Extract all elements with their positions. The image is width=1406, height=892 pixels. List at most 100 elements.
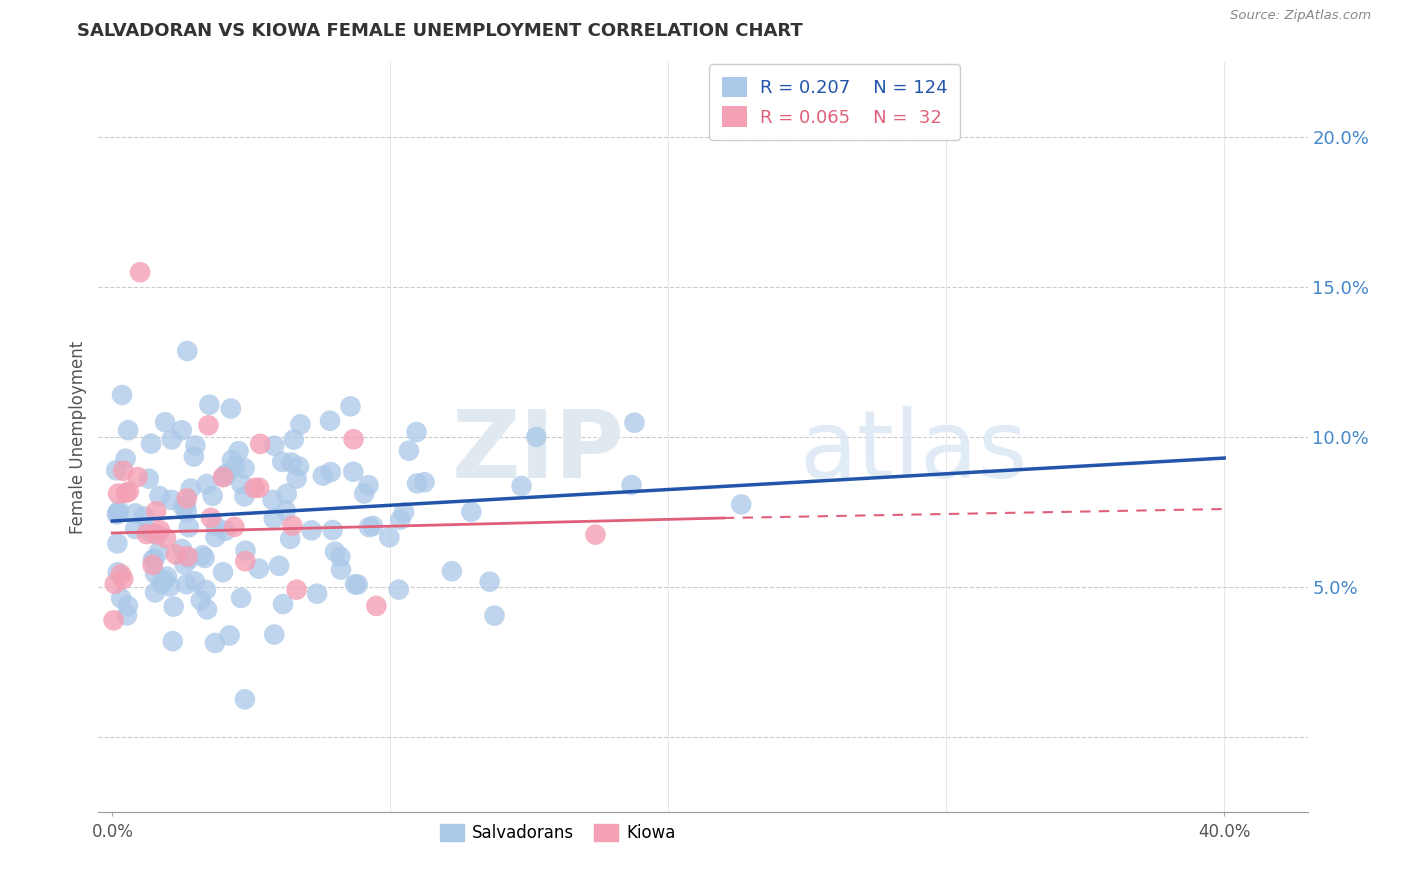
Point — [173, 558, 195, 572]
Point — [413, 475, 436, 490]
Point — [145, 504, 167, 518]
Point — [107, 506, 129, 520]
Point — [524, 430, 547, 444]
Point — [115, 608, 138, 623]
Point — [478, 574, 501, 589]
Point — [440, 564, 463, 578]
Point — [112, 464, 135, 478]
Point — [212, 565, 235, 579]
Legend: Salvadorans, Kiowa: Salvadorans, Kiowa — [434, 817, 682, 848]
Point — [143, 526, 166, 541]
Point — [124, 522, 146, 536]
Point — [143, 585, 166, 599]
Point — [165, 548, 187, 562]
Point — [129, 265, 152, 279]
Point — [153, 415, 176, 429]
Point — [132, 509, 155, 524]
Point — [170, 542, 193, 557]
Point — [322, 523, 344, 537]
Point — [353, 486, 375, 500]
Point — [174, 498, 197, 512]
Point — [197, 418, 219, 433]
Point — [153, 573, 176, 587]
Point — [388, 582, 411, 597]
Point — [249, 437, 271, 451]
Point — [330, 563, 353, 577]
Point — [176, 549, 198, 564]
Point — [342, 432, 364, 446]
Point — [247, 481, 270, 495]
Point — [301, 524, 323, 538]
Point — [215, 467, 238, 481]
Point — [285, 472, 308, 486]
Point — [141, 558, 163, 572]
Point — [105, 463, 128, 477]
Point — [271, 597, 294, 611]
Point — [176, 491, 198, 506]
Point — [389, 513, 412, 527]
Text: atlas: atlas — [800, 406, 1028, 498]
Text: SALVADORAN VS KIOWA FEMALE UNEMPLOYMENT CORRELATION CHART: SALVADORAN VS KIOWA FEMALE UNEMPLOYMENT … — [77, 22, 803, 40]
Point — [160, 492, 183, 507]
Point — [146, 527, 169, 541]
Point — [159, 580, 181, 594]
Point — [201, 489, 224, 503]
Point — [243, 481, 266, 495]
Text: ZIP: ZIP — [451, 406, 624, 498]
Point — [247, 562, 270, 576]
Point — [155, 531, 177, 545]
Point — [228, 444, 250, 458]
Point — [212, 470, 235, 484]
Point — [233, 692, 256, 706]
Text: Source: ZipAtlas.com: Source: ZipAtlas.com — [1230, 9, 1371, 22]
Point — [620, 478, 643, 492]
Point — [135, 527, 157, 541]
Point — [170, 423, 193, 437]
Point — [224, 458, 246, 473]
Point — [288, 459, 311, 474]
Point — [305, 587, 328, 601]
Point — [176, 343, 198, 358]
Point — [194, 550, 217, 565]
Point — [357, 478, 380, 492]
Point — [204, 636, 226, 650]
Point — [281, 518, 304, 533]
Point — [200, 511, 222, 525]
Point — [398, 443, 420, 458]
Point — [392, 505, 415, 519]
Point — [108, 504, 131, 518]
Point — [180, 482, 202, 496]
Point — [184, 438, 207, 452]
Point — [204, 530, 226, 544]
Point — [127, 470, 149, 484]
Point — [323, 545, 346, 559]
Point — [107, 486, 129, 500]
Point — [285, 582, 308, 597]
Point — [143, 566, 166, 581]
Point — [484, 608, 506, 623]
Point — [359, 520, 381, 534]
Point — [339, 400, 361, 414]
Point — [233, 461, 256, 475]
Point — [148, 544, 170, 558]
Point — [115, 486, 138, 500]
Point — [221, 453, 243, 467]
Point — [218, 628, 240, 642]
Point — [198, 398, 221, 412]
Point — [195, 602, 218, 616]
Point — [149, 523, 172, 537]
Point — [263, 439, 285, 453]
Point — [263, 511, 285, 525]
Point — [103, 613, 125, 627]
Point — [148, 489, 170, 503]
Point — [139, 436, 162, 450]
Point — [205, 519, 228, 533]
Point — [290, 417, 312, 432]
Point — [231, 477, 253, 491]
Point — [366, 599, 388, 613]
Point — [172, 500, 194, 514]
Point — [235, 543, 257, 558]
Point — [212, 470, 235, 484]
Point — [510, 479, 533, 493]
Point — [262, 492, 284, 507]
